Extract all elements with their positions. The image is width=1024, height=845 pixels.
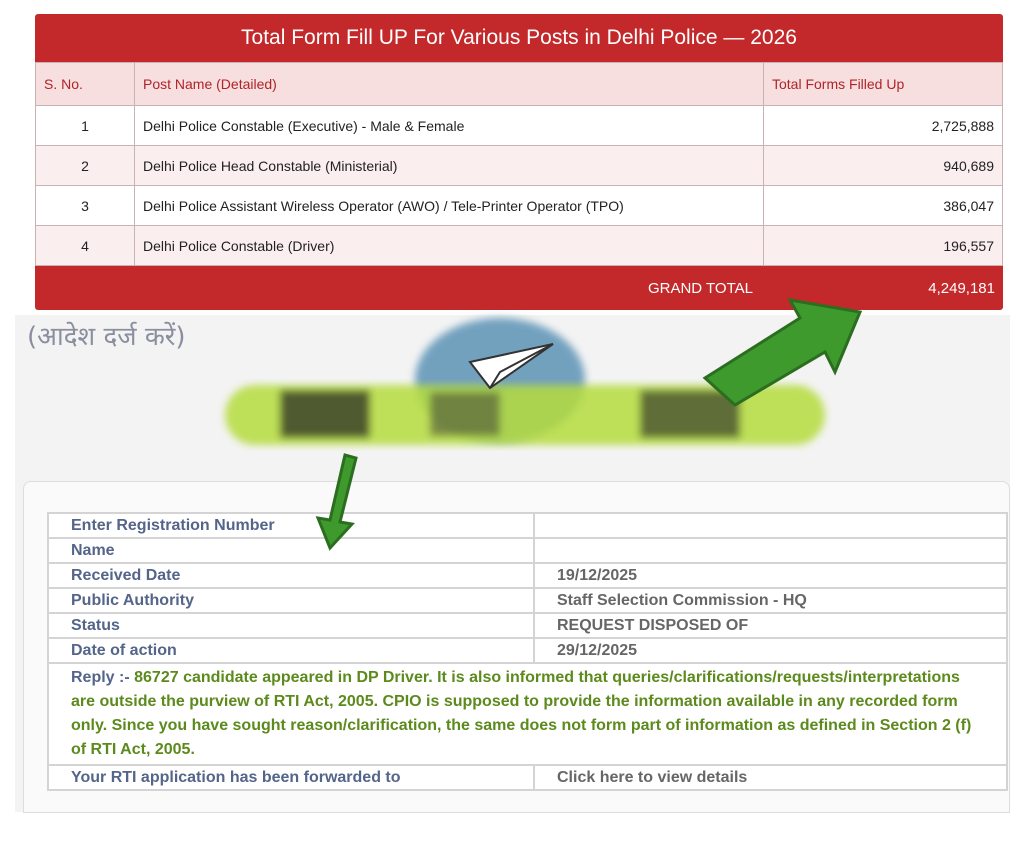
table-row: 1 Delhi Police Constable (Executive) - M… xyxy=(35,105,1003,146)
field-label: Public Authority xyxy=(47,587,535,614)
reply-cell: Reply :- 86727 candidate appeared in DP … xyxy=(47,662,1008,766)
cell-sno: 1 xyxy=(35,105,135,146)
header-post: Post Name (Detailed) xyxy=(134,62,764,106)
hindi-heading-fragment: (आदेश दर्ज करें) xyxy=(27,322,186,352)
view-details-link[interactable]: Click here to view details xyxy=(533,764,1008,791)
field-label: Received Date xyxy=(47,562,535,589)
cell-total: 386,047 xyxy=(763,185,1003,226)
reply-text: 86727 candidate appeared in DP Driver. I… xyxy=(71,669,972,758)
forms-table-card: Total Form Fill UP For Various Posts in … xyxy=(35,14,1003,310)
rti-row: Your RTI application has been forwarded … xyxy=(47,764,1008,791)
table-header-row: S. No. Post Name (Detailed) Total Forms … xyxy=(35,62,1003,106)
field-label: Name xyxy=(47,537,535,564)
header-total: Total Forms Filled Up xyxy=(763,62,1003,106)
cell-sno: 4 xyxy=(35,225,135,266)
rti-reply-row: Reply :- 86727 candidate appeared in DP … xyxy=(47,662,1008,766)
field-label: Status xyxy=(47,612,535,639)
grand-total-row: GRAND TOTAL 4,249,181 xyxy=(35,266,1003,310)
rti-row: Status REQUEST DISPOSED OF xyxy=(47,612,1008,639)
field-value xyxy=(533,512,1008,539)
rti-status-table: Enter Registration Number Name Received … xyxy=(47,512,1008,791)
rti-row: Date of action 29/12/2025 xyxy=(47,637,1008,664)
header-sno: S. No. xyxy=(35,62,135,106)
cell-sno: 3 xyxy=(35,185,135,226)
cell-total: 940,689 xyxy=(763,145,1003,186)
grand-total-label: GRAND TOTAL xyxy=(647,279,753,297)
field-label: Date of action xyxy=(47,637,535,664)
rti-row: Received Date 19/12/2025 xyxy=(47,562,1008,589)
forms-table: S. No. Post Name (Detailed) Total Forms … xyxy=(35,62,1003,266)
cell-total: 196,557 xyxy=(763,225,1003,266)
cell-post: Delhi Police Head Constable (Ministerial… xyxy=(134,145,764,186)
field-value: 29/12/2025 xyxy=(533,637,1008,664)
cell-post: Delhi Police Assistant Wireless Operator… xyxy=(134,185,764,226)
cell-sno: 2 xyxy=(35,145,135,186)
grand-total-value: 4,249,181 xyxy=(928,279,995,297)
rti-row: Enter Registration Number xyxy=(47,512,1008,539)
cell-post: Delhi Police Constable (Driver) xyxy=(134,225,764,266)
table-row: 3 Delhi Police Assistant Wireless Operat… xyxy=(35,185,1003,226)
field-value xyxy=(533,537,1008,564)
field-value: REQUEST DISPOSED OF xyxy=(533,612,1008,639)
cell-post: Delhi Police Constable (Executive) - Mal… xyxy=(134,105,764,146)
table-row: 2 Delhi Police Head Constable (Ministeri… xyxy=(35,145,1003,186)
field-value: Staff Selection Commission - HQ xyxy=(533,587,1008,614)
cell-total: 2,725,888 xyxy=(763,105,1003,146)
field-value: 19/12/2025 xyxy=(533,562,1008,589)
field-label: Enter Registration Number xyxy=(47,512,535,539)
rti-row: Public Authority Staff Selection Commissi… xyxy=(47,587,1008,614)
table-row: 4 Delhi Police Constable (Driver) 196,55… xyxy=(35,225,1003,266)
forwarded-label: Your RTI application has been forwarded … xyxy=(47,764,535,791)
reply-label: Reply :- xyxy=(71,669,130,686)
table-title: Total Form Fill UP For Various Posts in … xyxy=(241,26,797,49)
rti-row: Name xyxy=(47,537,1008,564)
